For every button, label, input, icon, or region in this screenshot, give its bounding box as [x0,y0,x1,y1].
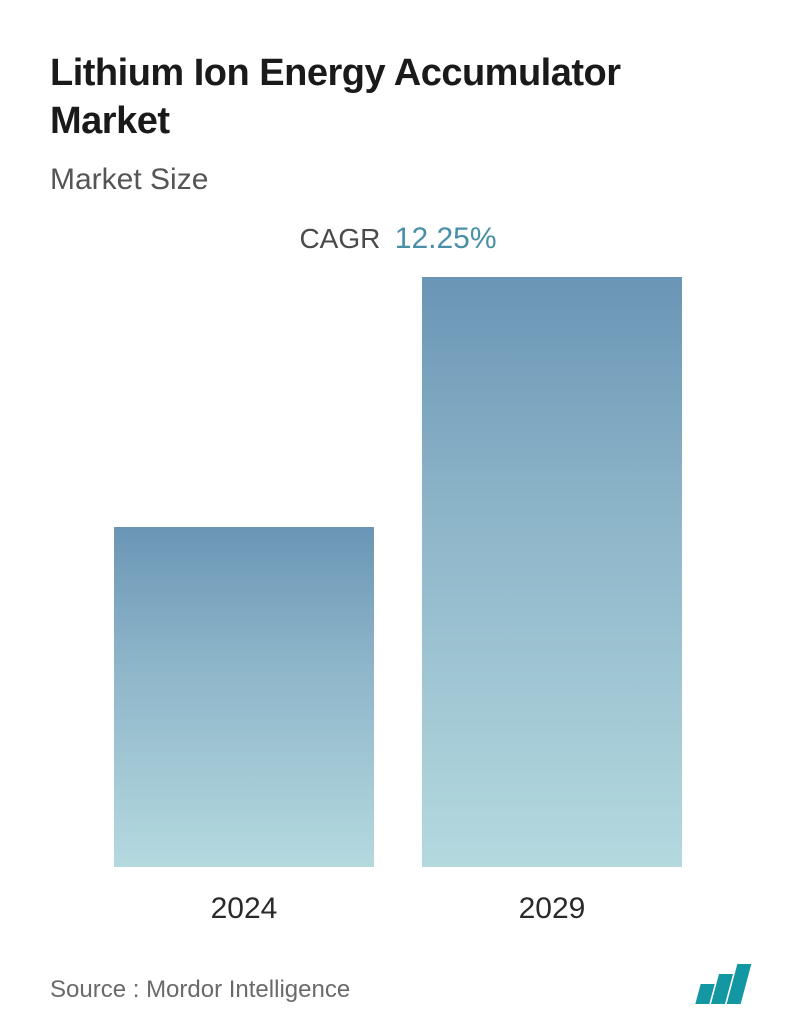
logo-bar-3 [727,964,752,1004]
cagr-label: CAGR [299,223,380,255]
cagr-value: 12.25% [395,222,497,256]
chart-area: 2024 2029 [50,306,746,926]
bar-1 [422,277,682,867]
source-name: Mordor Intelligence [146,976,350,1003]
bar-group-1: 2029 [422,277,682,926]
chart-subtitle: Market Size [50,163,746,197]
brand-logo-icon [698,964,746,1004]
bar-0 [114,527,374,867]
cagr-row: CAGR 12.25% [50,222,746,256]
bar-label-0: 2024 [211,892,278,926]
source-text: Source : Mordor Intelligence [50,976,350,1004]
source-label: Source : [50,976,139,1003]
footer: Source : Mordor Intelligence [50,964,746,1004]
bar-group-0: 2024 [114,527,374,926]
chart-title: Lithium Ion Energy Accumulator Market [50,50,746,145]
bar-label-1: 2029 [519,892,586,926]
